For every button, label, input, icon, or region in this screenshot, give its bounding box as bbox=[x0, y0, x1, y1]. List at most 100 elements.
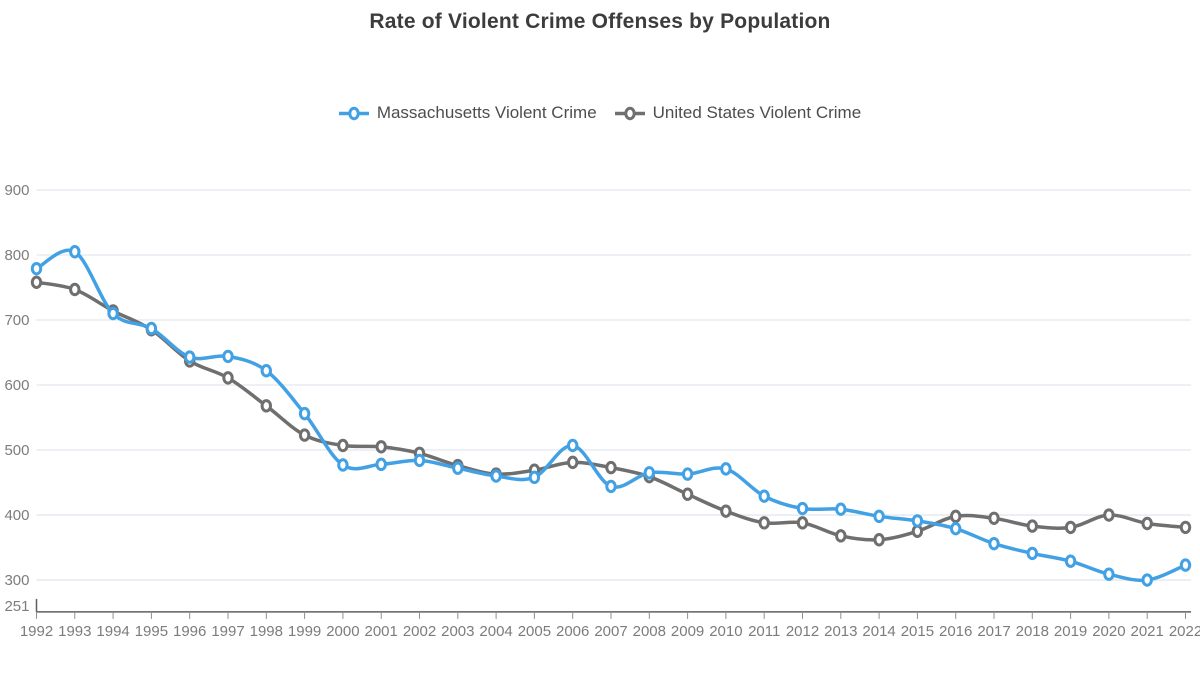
y-axis-label: 700 bbox=[4, 312, 29, 329]
data-point-massachusetts-violent-crime[interactable] bbox=[950, 521, 962, 536]
data-point-massachusetts-violent-crime[interactable] bbox=[69, 245, 81, 259]
x-axis-label: 2020 bbox=[1092, 623, 1125, 640]
data-point-massachusetts-violent-crime[interactable] bbox=[643, 466, 655, 480]
data-point-massachusetts-violent-crime[interactable] bbox=[796, 501, 809, 516]
data-point-massachusetts-violent-crime[interactable] bbox=[452, 461, 464, 475]
data-point-united-states-violent-crime[interactable] bbox=[950, 509, 962, 524]
legend-item-united-states[interactable]: United States Violent Crime bbox=[614, 103, 862, 123]
y-axis-label: 900 bbox=[4, 182, 29, 199]
data-point-massachusetts-violent-crime[interactable] bbox=[1103, 567, 1115, 581]
data-point-united-states-violent-crime[interactable] bbox=[337, 438, 349, 453]
data-point-united-states-violent-crime[interactable] bbox=[1179, 520, 1192, 535]
data-point-united-states-violent-crime[interactable] bbox=[222, 371, 234, 385]
x-axis-label: 2001 bbox=[365, 623, 398, 640]
data-point-massachusetts-violent-crime[interactable] bbox=[1026, 546, 1039, 561]
data-point-united-states-violent-crime[interactable] bbox=[758, 516, 770, 530]
x-axis-label: 1997 bbox=[211, 623, 244, 640]
legend-item-massachusetts[interactable]: Massachusetts Violent Crime bbox=[338, 103, 597, 123]
x-axis-label: 2006 bbox=[556, 623, 589, 640]
x-axis-label: 2018 bbox=[1016, 623, 1049, 640]
data-point-massachusetts-violent-crime[interactable] bbox=[260, 364, 272, 378]
data-point-massachusetts-violent-crime[interactable] bbox=[873, 509, 885, 524]
data-point-united-states-violent-crime[interactable] bbox=[1141, 516, 1153, 531]
x-axis-label: 2012 bbox=[786, 623, 819, 640]
y-axis-label: 500 bbox=[4, 442, 29, 459]
data-point-massachusetts-violent-crime[interactable] bbox=[911, 514, 924, 528]
data-point-massachusetts-violent-crime[interactable] bbox=[1141, 573, 1153, 587]
data-point-united-states-violent-crime[interactable] bbox=[1026, 519, 1039, 533]
data-point-massachusetts-violent-crime[interactable] bbox=[1179, 558, 1192, 572]
data-point-massachusetts-violent-crime[interactable] bbox=[490, 469, 502, 483]
data-point-massachusetts-violent-crime[interactable] bbox=[835, 502, 847, 516]
data-point-united-states-violent-crime[interactable] bbox=[1103, 508, 1115, 522]
chart-title: Rate of Violent Crime Offenses by Popula… bbox=[369, 10, 831, 33]
x-axis-label: 2011 bbox=[748, 623, 780, 640]
line-marker-icon bbox=[338, 106, 369, 120]
data-point-massachusetts-violent-crime[interactable] bbox=[30, 261, 43, 276]
x-axis-label: 1993 bbox=[58, 623, 91, 640]
data-point-united-states-violent-crime[interactable] bbox=[260, 399, 272, 413]
data-point-massachusetts-violent-crime[interactable] bbox=[413, 453, 426, 468]
data-point-united-states-violent-crime[interactable] bbox=[69, 282, 81, 297]
x-axis-label: 2008 bbox=[633, 623, 666, 640]
data-point-massachusetts-violent-crime[interactable] bbox=[298, 406, 311, 421]
x-axis-label: 2003 bbox=[441, 623, 474, 640]
data-point-united-states-violent-crime[interactable] bbox=[681, 487, 694, 501]
data-point-massachusetts-violent-crime[interactable] bbox=[145, 321, 158, 336]
data-point-united-states-violent-crime[interactable] bbox=[298, 428, 311, 442]
x-axis-label: 2021 bbox=[1131, 623, 1164, 640]
x-axis-label: 1995 bbox=[135, 623, 168, 640]
x-axis-label: 2017 bbox=[977, 623, 1010, 640]
data-point-united-states-violent-crime[interactable] bbox=[720, 504, 732, 518]
x-axis-label: 2009 bbox=[671, 623, 704, 640]
data-point-united-states-violent-crime[interactable] bbox=[375, 440, 387, 454]
series-line-massachusetts-violent-crime bbox=[34, 248, 1188, 583]
y-axis-label: 600 bbox=[4, 377, 29, 394]
x-axis-label: 2014 bbox=[862, 623, 895, 640]
series-line-united-states-violent-crime bbox=[34, 280, 1188, 542]
data-point-massachusetts-violent-crime[interactable] bbox=[375, 457, 387, 472]
data-point-united-states-violent-crime[interactable] bbox=[988, 511, 1000, 525]
x-axis-label: 2004 bbox=[479, 623, 512, 640]
data-point-massachusetts-violent-crime[interactable] bbox=[567, 438, 579, 453]
x-axis-label: 2013 bbox=[824, 623, 857, 640]
data-point-united-states-violent-crime[interactable] bbox=[796, 516, 809, 530]
line-marker-icon bbox=[614, 106, 645, 120]
data-point-massachusetts-violent-crime[interactable] bbox=[605, 479, 617, 494]
x-axis-label: 2000 bbox=[326, 623, 359, 640]
data-point-massachusetts-violent-crime[interactable] bbox=[1064, 554, 1077, 568]
data-point-united-states-violent-crime[interactable] bbox=[835, 529, 847, 543]
data-point-massachusetts-violent-crime[interactable] bbox=[720, 462, 732, 476]
data-point-massachusetts-violent-crime[interactable] bbox=[758, 489, 770, 503]
x-axis-label: 2019 bbox=[1054, 623, 1087, 640]
x-axis-label: 1998 bbox=[250, 623, 283, 640]
data-point-united-states-violent-crime[interactable] bbox=[1064, 520, 1077, 535]
y-axis-label: 300 bbox=[4, 572, 29, 589]
data-point-massachusetts-violent-crime[interactable] bbox=[337, 458, 349, 472]
data-point-massachusetts-violent-crime[interactable] bbox=[988, 536, 1000, 551]
data-point-united-states-violent-crime[interactable] bbox=[873, 533, 885, 547]
data-point-united-states-violent-crime[interactable] bbox=[30, 275, 43, 290]
legend: Massachusetts Violent Crime United State… bbox=[0, 103, 1200, 123]
legend-label-massachusetts: Massachusetts Violent Crime bbox=[376, 103, 597, 122]
x-axis-label: 2002 bbox=[403, 623, 436, 640]
x-axis-label: 2010 bbox=[709, 623, 742, 640]
x-axis-label: 2022 bbox=[1169, 623, 1200, 640]
data-point-massachusetts-violent-crime[interactable] bbox=[107, 306, 119, 321]
data-point-united-states-violent-crime[interactable] bbox=[911, 524, 924, 538]
legend-label-united-states: United States Violent Crime bbox=[652, 103, 862, 122]
data-point-united-states-violent-crime[interactable] bbox=[605, 460, 617, 475]
x-axis-label: 1996 bbox=[173, 623, 206, 640]
y-axis-label: 251 bbox=[4, 598, 29, 615]
data-point-massachusetts-violent-crime[interactable] bbox=[681, 467, 694, 481]
x-axis-label: 2016 bbox=[939, 623, 972, 640]
data-point-massachusetts-violent-crime[interactable] bbox=[184, 350, 196, 364]
data-point-massachusetts-violent-crime[interactable] bbox=[222, 349, 234, 364]
x-axis-label: 2007 bbox=[594, 623, 627, 640]
data-point-united-states-violent-crime[interactable] bbox=[567, 455, 579, 470]
data-point-massachusetts-violent-crime[interactable] bbox=[528, 470, 541, 485]
x-axis-label: 1999 bbox=[288, 623, 321, 640]
y-axis-label: 800 bbox=[4, 247, 29, 264]
